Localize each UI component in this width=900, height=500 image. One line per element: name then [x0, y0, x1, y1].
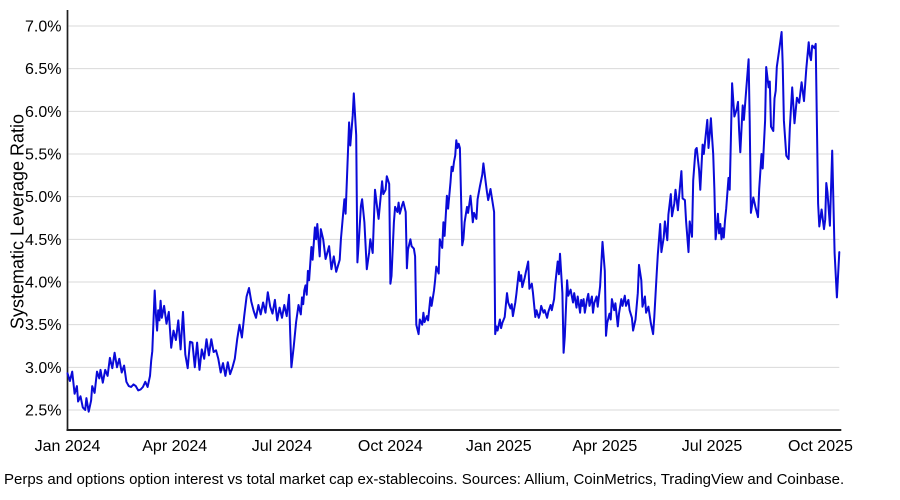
leverage-ratio-line — [66, 31, 841, 413]
data-series-group — [66, 31, 841, 413]
x-tick-label: Oct 2025 — [788, 438, 853, 455]
x-tick-label: Jan 2025 — [466, 438, 532, 455]
y-tick-label: 6.0% — [25, 104, 61, 121]
y-tick-label: 5.0% — [25, 189, 61, 206]
y-tick-label: 2.5% — [25, 402, 61, 419]
x-tick-labels-group: Jan 2024 Apr 2024 Jul 2024 Oct 2024 Jan 2025… — [35, 438, 853, 455]
y-tick-label: 3.0% — [25, 360, 61, 377]
y-tick-label: 3.5% — [25, 317, 61, 334]
y-tick-label: 6.5% — [25, 61, 61, 78]
x-tick-label: Jul 2025 — [682, 438, 743, 455]
y-axis-title: Systematic Leverage Ratio — [7, 113, 28, 330]
x-tick-label: Jan 2024 — [35, 438, 101, 455]
x-tick-label: Jul 2024 — [252, 438, 313, 455]
y-tick-labels-group: 7.0% 6.5% 6.0% 5.5% 5.0% 4.5% 4.0% 3.5% 3.0% 2.5% — [25, 19, 61, 420]
x-tick-label: Apr 2024 — [142, 438, 207, 455]
y-tick-label: 5.5% — [25, 146, 61, 163]
y-tick-label: 4.0% — [25, 274, 61, 291]
source-caption: Perps and options option interest vs tot… — [4, 471, 845, 488]
x-tick-label: Apr 2025 — [572, 438, 637, 455]
line-chart-canvas: 7.0% 6.5% 6.0% 5.5% 5.0% 4.5% 4.0% 3.5% 3.0% 2.5%… — [25, 10, 853, 455]
y-tick-label: 4.5% — [25, 232, 61, 249]
y-tick-label: 7.0% — [25, 19, 61, 36]
gridlines-group — [68, 25, 840, 411]
x-tick-label: Oct 2024 — [358, 438, 423, 455]
axes-group — [66, 10, 842, 431]
